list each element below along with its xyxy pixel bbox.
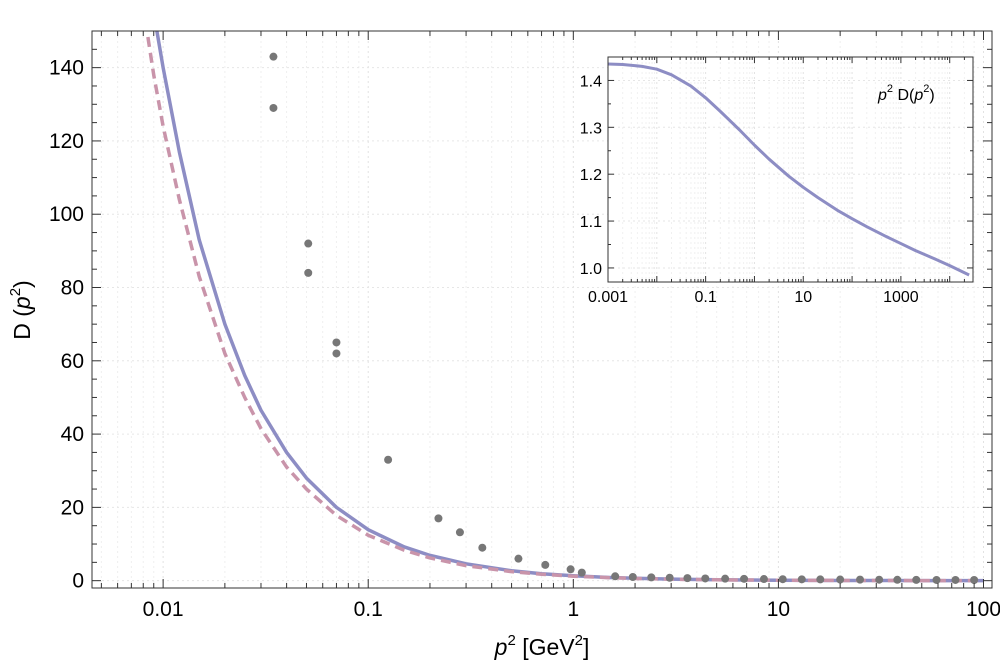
data-point [269, 103, 278, 112]
main-x-tick-label: 10 [767, 598, 790, 621]
data-point [577, 568, 586, 577]
main-grid [92, 31, 992, 588]
data-point [701, 574, 710, 583]
data-point [951, 575, 960, 584]
main-y-tick-label: 60 [61, 350, 84, 373]
inset-y-tick-label: 1.4 [580, 73, 602, 90]
inset-y-tick-label: 1.2 [580, 167, 602, 184]
data-point [514, 554, 523, 563]
data-point [434, 514, 443, 523]
data-point [665, 573, 674, 582]
data-point [541, 560, 550, 569]
data-point [628, 573, 637, 582]
inset-x-tick-label: 0.1 [695, 289, 717, 306]
main-x-tick-label: 100 [966, 598, 1000, 621]
data-point [970, 576, 979, 585]
main-y-tick-label: 80 [61, 277, 84, 300]
data-point [611, 572, 620, 581]
main-y-tick-label: 100 [49, 203, 84, 226]
data-point [566, 565, 575, 574]
main-y-tick-label: 120 [49, 130, 84, 153]
data-point [647, 573, 656, 582]
data-point [384, 455, 393, 464]
data-point [932, 575, 941, 584]
main-x-tick-label: 1 [567, 598, 579, 621]
data-point [875, 575, 884, 584]
inset-x-tick-label: 1000 [883, 289, 919, 306]
main-series-group [145, 31, 984, 585]
data-point [304, 268, 313, 277]
inset-ticks: 0.001 0.1 10 1000 1.0 1.1 1.2 1.3 1.4 [580, 56, 974, 306]
inset-series-group [607, 62, 970, 277]
data-point [269, 52, 278, 61]
main-y-tick-label: 40 [61, 423, 84, 446]
inset-plot-frame [607, 56, 974, 283]
main-x-tick-label: 0.1 [354, 598, 383, 621]
data-point [740, 574, 749, 583]
data-point [304, 239, 313, 248]
data-point [797, 575, 806, 584]
main-y-tick-label: 20 [61, 496, 84, 519]
data-point [778, 575, 787, 584]
data-point [683, 574, 692, 583]
data-point [759, 575, 768, 584]
inset-background [608, 57, 973, 282]
data-point [332, 349, 341, 358]
inset-y-tick-label: 1.3 [580, 120, 602, 137]
inset-curve [607, 62, 970, 277]
main-y-tick-label: 0 [72, 570, 84, 593]
inset-curve-label: p2 D(p2) [877, 83, 935, 104]
x-axis-title: p2 [GeV2] [494, 632, 590, 660]
data-point [893, 575, 902, 584]
data-point [816, 575, 825, 584]
inset-grid [607, 57, 974, 282]
inset-x-tick-label: 0.001 [588, 289, 628, 306]
inset-x-tick-label: 10 [794, 289, 812, 306]
data-point [856, 575, 865, 584]
data-point [721, 574, 730, 583]
data-point [455, 528, 464, 537]
y-axis-title: D (p2) [7, 280, 35, 339]
main-y-tick-label: 140 [49, 57, 84, 80]
data-point [912, 575, 921, 584]
data-point [332, 338, 341, 347]
data-point [478, 543, 487, 552]
inset-y-tick-label: 1.1 [580, 214, 602, 231]
data-point [836, 575, 845, 584]
inset-y-tick-label: 1.0 [580, 261, 602, 278]
main-x-tick-label: 0.01 [143, 598, 184, 621]
